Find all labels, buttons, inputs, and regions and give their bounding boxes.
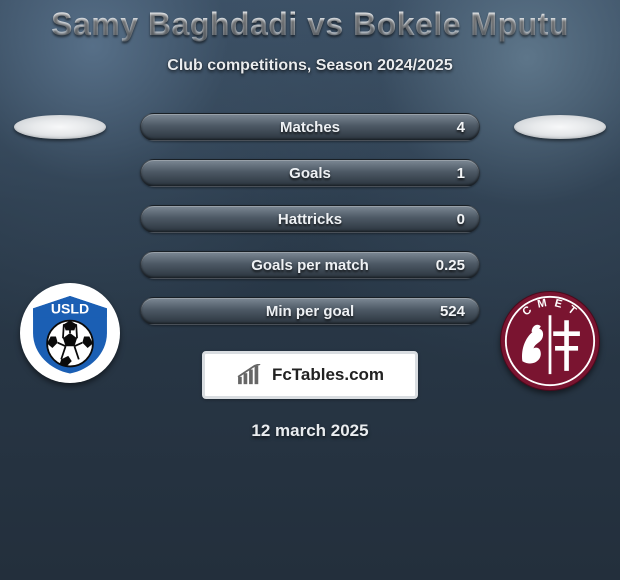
stat-row-goals: Goals 1 [140,159,480,187]
stats-list: Matches 4 Goals 1 Hattricks 0 Goals per … [140,113,480,343]
club-badge-left: USLD [20,283,120,383]
stat-label: Goals per match [141,252,479,280]
stat-label: Goals [141,160,479,188]
stat-row-matches: Matches 4 [140,113,480,141]
content-wrap: Samy Baghdadi vs Bokele Mputu Club compe… [0,0,620,580]
right-oval [514,115,606,139]
page-subtitle: Club competitions, Season 2024/2025 [0,57,620,75]
stat-row-hattricks: Hattricks 0 [140,205,480,233]
club-badge-right: C M E T [500,291,600,391]
middle-section: USLD C M E T [0,113,620,343]
bar-chart-icon [236,364,264,386]
left-oval [14,115,106,139]
usld-label: USLD [51,301,89,317]
stat-value: 524 [440,298,465,326]
date-label: 12 march 2025 [0,421,620,441]
stat-label: Matches [141,114,479,142]
stat-value: 0.25 [436,252,465,280]
usld-logo-icon: USLD [26,289,114,377]
stat-row-mpg: Min per goal 524 [140,297,480,325]
stat-value: 0 [457,206,465,234]
stat-value: 4 [457,114,465,142]
page-title: Samy Baghdadi vs Bokele Mputu [0,6,620,43]
stat-label: Hattricks [141,206,479,234]
brand-label: FcTables.com [272,365,384,385]
stat-value: 1 [457,160,465,188]
stat-label: Min per goal [141,298,479,326]
stat-row-gpm: Goals per match 0.25 [140,251,480,279]
brand-box: FcTables.com [202,351,418,399]
metz-logo-icon: C M E T [504,295,596,387]
